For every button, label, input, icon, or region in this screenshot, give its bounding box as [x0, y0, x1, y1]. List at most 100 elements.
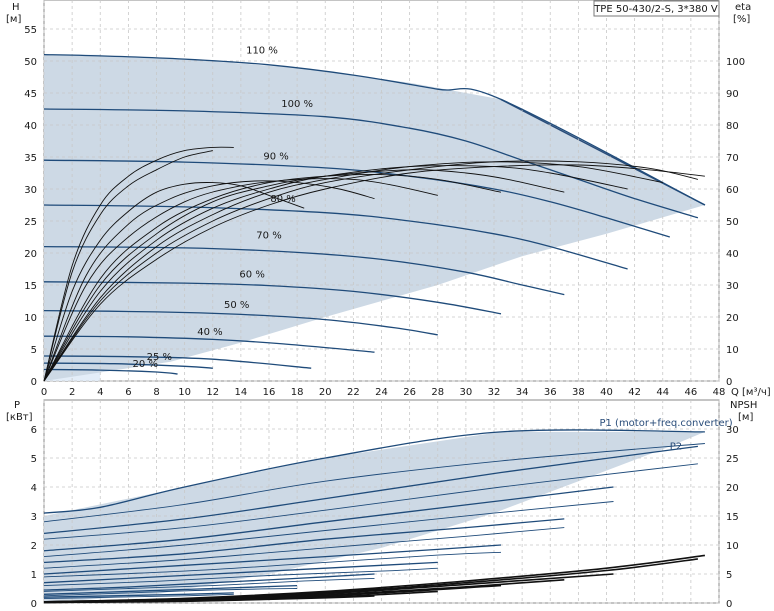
p2-curve-90	[43, 501, 614, 558]
npsh-y-tick-label: 20	[726, 483, 739, 494]
p2-curve-110	[43, 443, 705, 523]
npsh-y-tick-label: 30	[726, 425, 739, 436]
head-x-axis-label: Q	[731, 387, 739, 398]
p1-curve-30	[43, 592, 234, 598]
p2-curve-100	[43, 463, 698, 540]
power-npsh-panel: P1 (motor+freq.converter)P20123456051015…	[6, 399, 757, 610]
head-x-tick-label: 16	[263, 387, 276, 398]
power-y-tick-label: 5	[31, 454, 37, 465]
p1-curve-70	[43, 544, 502, 575]
power-y-tick-label: 4	[31, 483, 37, 494]
head-x-tick-label: 26	[403, 387, 416, 398]
head-y-tick-label: 35	[24, 153, 37, 164]
p2-curve-70	[43, 551, 502, 578]
eta-curve-60	[43, 174, 502, 382]
head-curve-30	[43, 355, 312, 369]
eta-curve-40	[43, 180, 375, 382]
power-series-label: P2	[670, 441, 682, 452]
eta-y-tick-label: 40	[726, 249, 739, 260]
head-x-tick-label: 2	[69, 387, 75, 398]
head-x-tick-label: 18	[291, 387, 304, 398]
head-x-tick-label: 40	[600, 387, 613, 398]
npsh-y-axis-unit: [м]	[738, 412, 753, 423]
head-efficiency-panel: 110 %100 %90 %80 %70 %60 %50 %40 %25 %20…	[6, 0, 771, 398]
eta-curve-100	[43, 160, 699, 382]
head-y-tick-label: 30	[24, 185, 37, 196]
eta-y-tick-label: 0	[726, 377, 732, 388]
eta-y-axis-unit: [%]	[733, 14, 750, 25]
eta-y-tick-label: 100	[726, 57, 745, 68]
eta-curve-30	[43, 182, 305, 382]
power-operating-envelope	[44, 431, 705, 603]
head-curve-70	[43, 245, 565, 296]
npsh-curve-50	[43, 595, 375, 604]
eta-curve-110	[43, 164, 705, 382]
p2-curve-40	[43, 588, 298, 597]
head-x-tick-label: 46	[685, 387, 698, 398]
p2-curve-80	[43, 527, 565, 569]
head-x-tick-label: 4	[97, 387, 103, 398]
head-x-tick-label: 6	[125, 387, 131, 398]
head-x-tick-label: 44	[656, 387, 669, 398]
eta-y-tick-label: 20	[726, 313, 739, 324]
eta-y-tick-label: 10	[726, 345, 739, 356]
title-box: TPE 50-430/2-S, 3*380 V	[593, 0, 720, 17]
head-curve-100	[43, 108, 699, 219]
eta-curve-25	[43, 150, 213, 382]
head-curve-50	[43, 309, 438, 336]
eta-curve-50	[43, 178, 438, 382]
head-y-tick-label: 10	[24, 313, 37, 324]
power-series-label: P1 (motor+freq.converter)	[599, 418, 732, 429]
head-y-tick-label: 40	[24, 121, 37, 132]
p1-curve-40	[43, 584, 298, 595]
head-y-tick-label: 25	[24, 217, 37, 228]
npsh-y-tick-label: 0	[726, 599, 732, 610]
p1-curve-50	[43, 573, 375, 591]
head-x-tick-label: 28	[431, 387, 444, 398]
speed-label: 50 %	[224, 300, 249, 311]
head-x-tick-label: 24	[375, 387, 388, 398]
head-curve-20	[43, 368, 178, 375]
speed-label: 90 %	[263, 152, 288, 163]
power-y-tick-label: 0	[31, 599, 37, 610]
power-y-tick-label: 1	[31, 570, 37, 581]
head-x-tick-label: 10	[178, 387, 191, 398]
speed-label: 70 %	[256, 230, 281, 241]
npsh-y-tick-label: 5	[726, 570, 732, 581]
chart-title: TPE 50-430/2-S, 3*380 V	[593, 4, 718, 15]
speed-label: 25 %	[147, 352, 172, 363]
p1-curve-60	[43, 561, 438, 584]
head-curve-25	[43, 362, 213, 369]
head-y-tick-label: 20	[24, 249, 37, 260]
p1-curve-100	[43, 445, 698, 535]
power-y-tick-label: 3	[31, 512, 37, 523]
head-x-tick-label: 30	[460, 387, 473, 398]
eta-y-tick-label: 90	[726, 89, 739, 100]
head-x-tick-label: 32	[488, 387, 501, 398]
p1-curve-110	[43, 429, 705, 514]
p2-curve-60	[43, 567, 438, 587]
head-x-tick-label: 12	[206, 387, 219, 398]
head-curve-60	[43, 281, 502, 315]
head-x-tick-label: 8	[153, 387, 159, 398]
head-y-tick-label: 45	[24, 89, 37, 100]
speed-label: 20 %	[133, 359, 158, 370]
head-y-axis-unit: [м]	[6, 14, 21, 25]
head-y-tick-label: 5	[31, 345, 37, 356]
head-y-tick-label: 55	[24, 25, 37, 36]
power-y-tick-label: 2	[31, 541, 37, 552]
p1-curve-80	[43, 518, 565, 564]
eta-y-tick-label: 30	[726, 281, 739, 292]
p2-curve-30	[43, 593, 234, 600]
speed-label: 100 %	[281, 99, 313, 110]
head-x-tick-label: 22	[347, 387, 360, 398]
eta-y-tick-label: 80	[726, 121, 739, 132]
npsh-y-tick-label: 25	[726, 454, 739, 465]
head-curve-40	[43, 335, 375, 353]
eta-y-axis-label: eta	[735, 2, 751, 13]
head-y-axis-label: H	[12, 2, 20, 13]
head-x-tick-label: 34	[516, 387, 529, 398]
head-x-tick-label: 20	[319, 387, 332, 398]
head-x-tick-label: 14	[235, 387, 248, 398]
